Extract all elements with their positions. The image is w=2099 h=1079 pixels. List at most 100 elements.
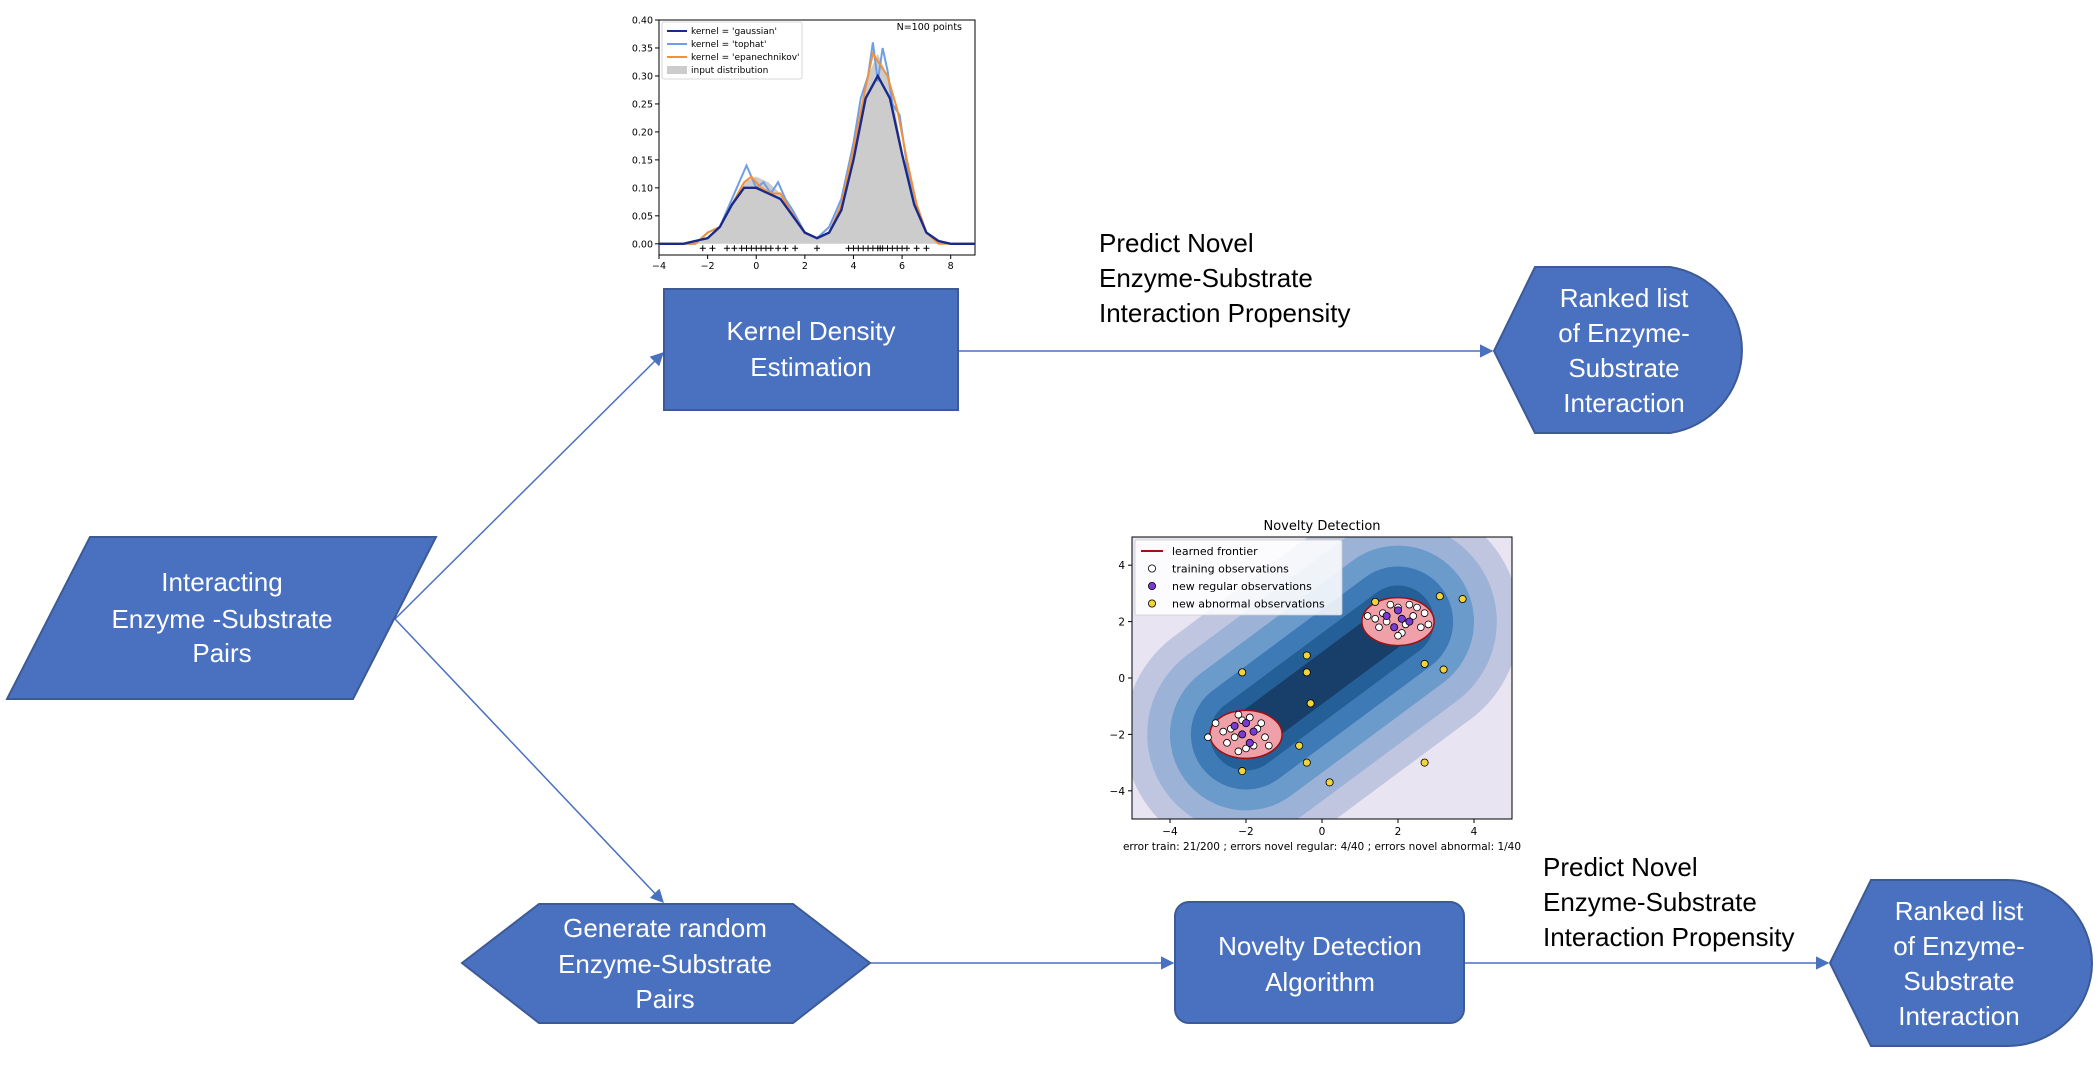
kde-rug-marks <box>699 245 930 252</box>
novelty-training-point <box>1386 600 1395 609</box>
generate-shape <box>460 903 872 1024</box>
kde-y-tick-label: 0.30 <box>632 71 653 82</box>
novelty-training-point <box>1409 612 1417 620</box>
ranked-bottom-shape <box>1828 879 2093 1047</box>
novelty-box-shape <box>1174 901 1465 1024</box>
novelty-abnormal-point <box>1435 592 1444 601</box>
novelty-regular-point <box>1249 727 1258 736</box>
kde-legend-label: kernel = 'tophat' <box>691 40 766 50</box>
novelty-x-tick-label: −4 <box>1162 826 1178 838</box>
novelty-regular-point <box>1390 623 1399 632</box>
kde-annotation: N=100 points <box>897 22 962 33</box>
novelty-x-tick-label: 4 <box>1471 826 1478 838</box>
ranked-top-line-2: of Enzyme- <box>1558 318 1690 348</box>
novelty-x-tick-label: −2 <box>1238 826 1253 838</box>
kde-label-line-2: Estimation <box>750 352 871 382</box>
novelty-chart: Novelty Detection −4 −2 0 2 4 4 2 0 −2 −4 error … <box>1110 519 1522 853</box>
novelty-training-point <box>1420 609 1429 617</box>
novelty-training-point <box>1261 733 1269 742</box>
novelty-legend-label: training observations <box>1172 563 1289 576</box>
kde-x-tick-label: 2 <box>802 261 808 272</box>
novelty-abnormal-point <box>1302 651 1311 660</box>
novelty-x-ticks: −4 −2 0 2 4 <box>1162 819 1478 838</box>
predict-label-top: Predict Novel Enzyme-Substrate Interacti… <box>1099 228 1350 328</box>
novelty-training-point <box>1363 612 1372 620</box>
novelty-regular-point <box>1397 614 1406 623</box>
novelty-regular-point <box>1245 738 1254 747</box>
novelty-x-tick-label: 0 <box>1319 826 1326 838</box>
ranked-bottom-line-4: Interaction <box>1898 1001 2019 1031</box>
novelty-y-tick-label: −2 <box>1110 729 1125 741</box>
novelty-training-point <box>1242 744 1250 753</box>
kde-y-tick-label: 0.00 <box>632 239 653 250</box>
novelty-regular-point <box>1242 719 1251 728</box>
kde-y-tick-label: 0.10 <box>632 183 653 194</box>
kde-y-tick-label: 0.35 <box>632 43 653 54</box>
novelty-training-point <box>1204 733 1212 742</box>
novelty-regular-point <box>1405 617 1414 626</box>
novelty-training-point <box>1219 727 1227 736</box>
novelty-regular-point <box>1382 611 1391 620</box>
predict-bottom-line-1: Predict Novel <box>1543 852 1698 882</box>
novelty-training-point <box>1230 733 1239 742</box>
novelty-legend: learned frontier training observations new… <box>1134 539 1343 616</box>
ranked-top-line-3: Substrate <box>1568 353 1679 383</box>
kde-y-tick-label: 0.25 <box>632 99 653 110</box>
novelty-training-point <box>1375 623 1383 632</box>
novelty-training-point <box>1405 600 1414 609</box>
predict-top-line-1: Predict Novel <box>1099 228 1254 258</box>
generate-hexagon: Generate random Enzyme-Substrate Pairs <box>460 903 872 1024</box>
kde-legend-label: input distribution <box>691 66 768 76</box>
generate-label-line-1: Generate random <box>563 913 767 943</box>
kde-series-line-0 <box>659 73 975 246</box>
novelty-regular-point <box>1230 721 1239 730</box>
predict-bottom-line-2: Enzyme-Substrate <box>1543 887 1757 917</box>
kde-x-tick-label: −2 <box>701 261 715 272</box>
novelty-label-line-2: Algorithm <box>1265 967 1375 997</box>
input-label-line-2: Enzyme -Substrate <box>111 604 332 634</box>
arrow-input-to-kde <box>394 352 664 620</box>
kde-rug-mark <box>709 245 716 252</box>
novelty-abnormal-point <box>1302 668 1311 677</box>
kde-rug-mark <box>903 245 910 252</box>
novelty-abnormal-point <box>1238 668 1247 677</box>
novelty-abnormal-point <box>1420 659 1429 668</box>
novelty-decision-contours <box>1132 537 1512 819</box>
kde-chart: −4 −2 0 2 4 6 8 0.000.050.100.150.200.250.300.… <box>632 16 976 272</box>
input-label-line-1: Interacting <box>161 567 282 597</box>
kde-rug-mark <box>923 245 930 252</box>
kde-series-lines <box>659 42 975 246</box>
novelty-abnormal-point <box>1306 699 1315 708</box>
input-parallelogram: Interacting Enzyme -Substrate Pairs <box>5 536 438 700</box>
kde-x-tick-label: 8 <box>948 261 954 272</box>
novelty-y-tick-label: 0 <box>1118 673 1125 685</box>
kde-legend-label: kernel = 'gaussian' <box>691 27 777 37</box>
novelty-training-point <box>1417 623 1425 632</box>
novelty-abnormal-point <box>1325 778 1334 787</box>
novelty-process-box: Novelty Detection Algorithm <box>1174 901 1465 1024</box>
ranked-bottom-line-2: of Enzyme- <box>1893 931 2025 961</box>
novelty-legend-label: learned frontier <box>1172 545 1258 558</box>
predict-top-line-3: Interaction Propensity <box>1099 298 1350 328</box>
novelty-training-point <box>1223 739 1231 747</box>
kde-process-box: Kernel Density Estimation <box>663 288 959 411</box>
novelty-training-point <box>1234 747 1243 756</box>
ranked-list-top: Ranked list of Enzyme- Substrate Interac… <box>1492 266 1743 434</box>
predict-bottom-line-3: Interaction Propensity <box>1543 922 1794 952</box>
ranked-list-bottom: Ranked list of Enzyme- Substrate Interac… <box>1828 879 2093 1047</box>
ranked-bottom-line-1: Ranked list <box>1895 896 2024 926</box>
novelty-regular-point <box>1394 606 1403 615</box>
kde-legend-label: kernel = 'epanechnikov' <box>691 53 800 63</box>
novelty-points <box>1204 592 1467 787</box>
kde-legend-swatch <box>667 66 687 74</box>
novelty-training-point <box>1246 713 1254 722</box>
novelty-training-point <box>1424 620 1433 629</box>
novelty-xlabel: error train: 21/200 ; errors novel regul… <box>1123 841 1521 853</box>
novelty-y-tick-label: 2 <box>1118 617 1125 629</box>
kde-label-line-1: Kernel Density <box>726 316 895 346</box>
novelty-abnormal-point <box>1371 597 1380 606</box>
novelty-abnormal-point <box>1458 595 1467 604</box>
kde-rug-mark <box>792 245 799 252</box>
novelty-training-point <box>1413 603 1421 612</box>
novelty-abnormal-point <box>1302 758 1311 767</box>
